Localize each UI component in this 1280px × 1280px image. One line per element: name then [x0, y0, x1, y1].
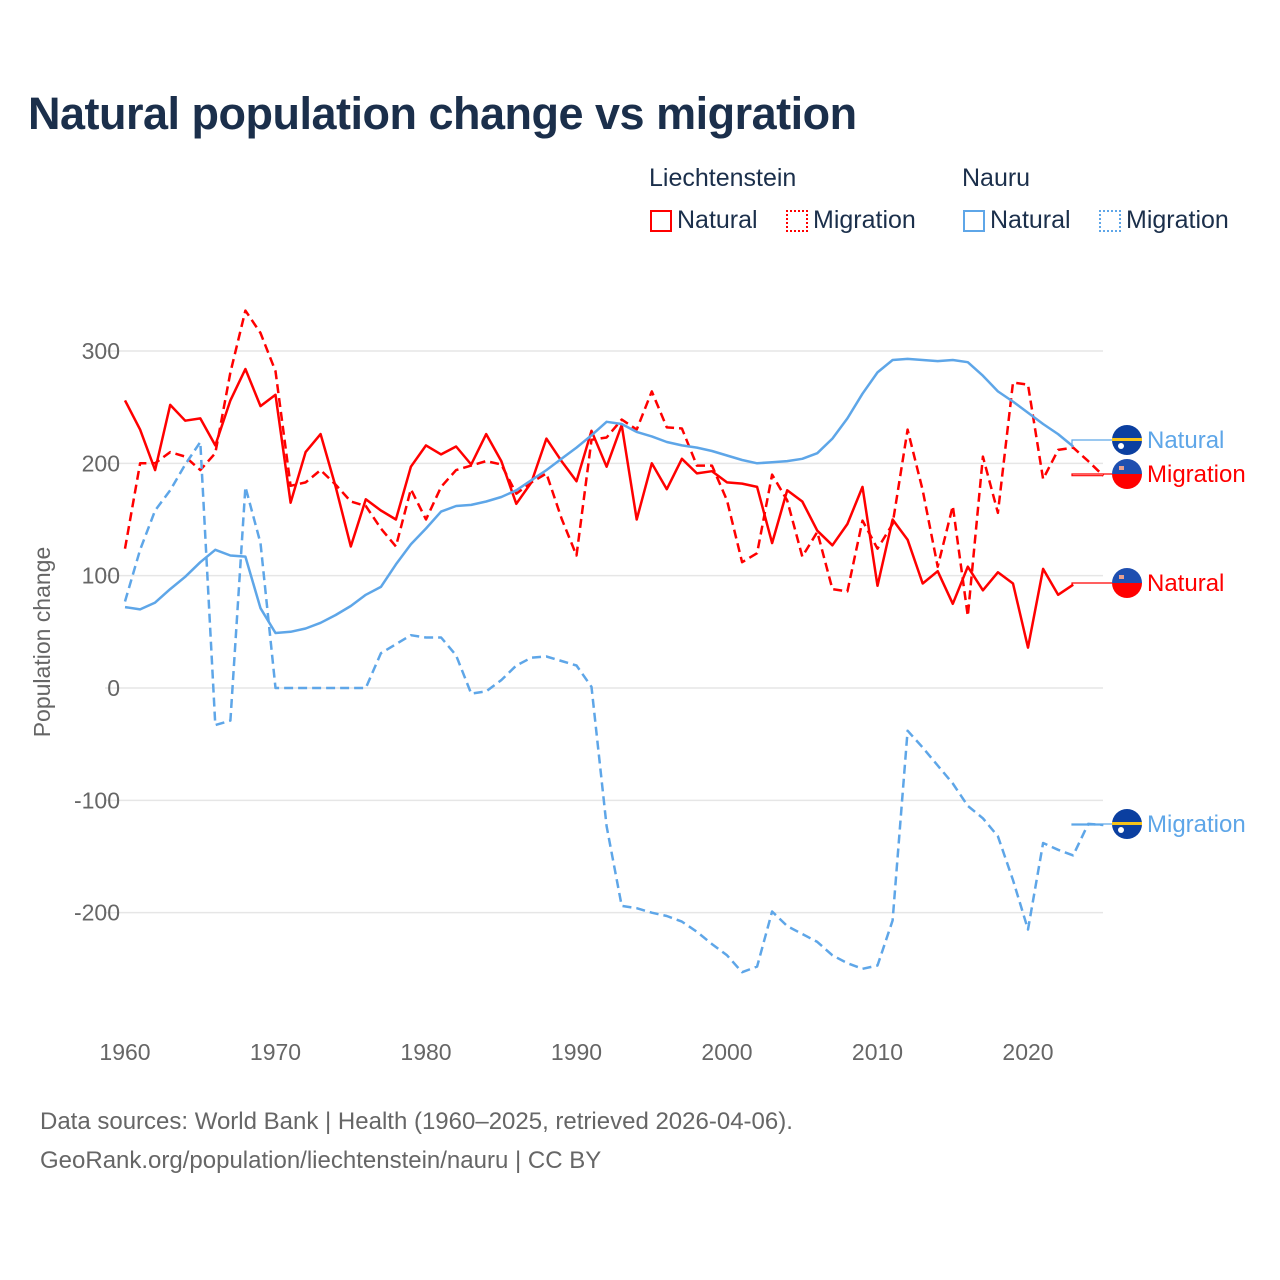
series-line-nauru-migration: [123, 440, 1104, 974]
liechtenstein-flag-icon: [1112, 568, 1142, 598]
legend-label: Migration: [813, 206, 916, 234]
end-connector: [1071, 823, 1112, 826]
legend-item-nauru-natural[interactable]: Natural: [963, 206, 1071, 235]
footer-sources: Data sources: World Bank | Health (1960–…: [40, 1108, 793, 1135]
y-tick-label: -100: [74, 787, 120, 813]
legend-label: Migration: [1126, 206, 1229, 234]
x-tick-label: 1970: [250, 1039, 301, 1065]
y-tick-label: 100: [82, 563, 120, 589]
legend-item-nauru-migration[interactable]: Migration: [1099, 206, 1229, 235]
end-label-liechtenstein-migration: Migration: [1147, 461, 1246, 488]
x-tick-label: 1960: [99, 1039, 150, 1065]
series-line-liechtenstein-migration: [123, 309, 1105, 618]
legend-item-liechtenstein-migration[interactable]: Migration: [786, 206, 916, 235]
end-connector: [1071, 439, 1112, 448]
end-label-liechtenstein-natural: Natural: [1147, 570, 1224, 597]
legend-swatch-solid-red: [650, 209, 672, 232]
legend-item-liechtenstein-natural[interactable]: Natural: [650, 206, 758, 235]
x-tick-label: 2010: [852, 1039, 903, 1065]
nauru-flag-icon: [1112, 809, 1142, 839]
end-connector: [1071, 582, 1112, 586]
series-line-nauru-natural: [124, 357, 1074, 635]
x-tick-label: 1990: [551, 1039, 602, 1065]
y-tick-label: 300: [82, 338, 120, 364]
x-tick-label: 1980: [400, 1039, 451, 1065]
legend-swatch-dotted-red: [786, 209, 808, 232]
chart-title: Natural population change vs migration: [28, 88, 857, 139]
legend-label: Natural: [677, 206, 758, 234]
end-label-nauru-natural: Natural: [1147, 427, 1224, 454]
y-axis-label: Population change: [29, 547, 55, 738]
end-connector: [1071, 473, 1112, 477]
legend-group-nauru: Nauru: [962, 164, 1031, 192]
legend-group-liechtenstein: Liechtenstein: [649, 164, 797, 192]
footer-link[interactable]: GeoRank.org/population/liechtenstein/nau…: [40, 1147, 602, 1174]
legend-swatch-dotted-blue: [1099, 209, 1121, 232]
legend-swatch-solid-blue: [963, 209, 985, 232]
end-label-nauru-migration: Migration: [1147, 811, 1246, 838]
y-tick-label: 0: [107, 675, 120, 701]
y-tick-label: -200: [74, 900, 120, 926]
nauru-flag-icon: [1112, 425, 1142, 455]
liechtenstein-flag-icon: [1112, 459, 1142, 489]
legend-label: Natural: [990, 206, 1071, 234]
y-tick-label: 200: [82, 450, 120, 476]
x-tick-label: 2000: [701, 1039, 752, 1065]
x-tick-label: 2020: [1002, 1039, 1053, 1065]
series-line-liechtenstein-natural: [123, 367, 1074, 649]
